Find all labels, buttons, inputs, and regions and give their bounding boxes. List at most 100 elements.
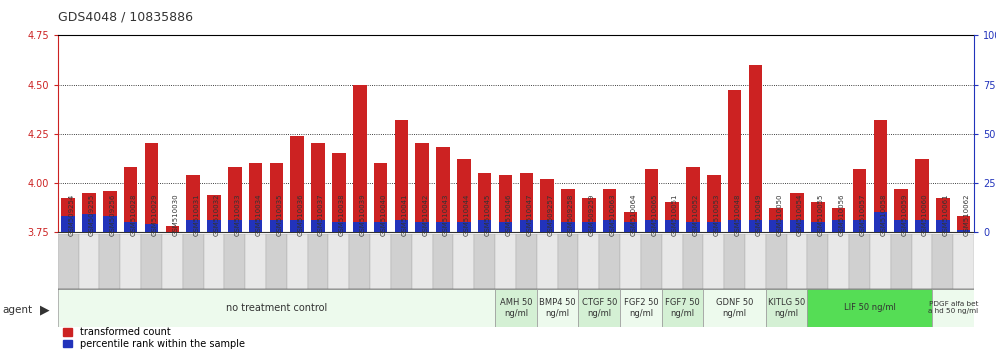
Bar [915, 220, 929, 232]
Bar [915, 159, 929, 232]
Bar [894, 189, 908, 232]
Bar [228, 167, 242, 232]
Text: PDGF alfa bet
a hd 50 ng/ml: PDGF alfa bet a hd 50 ng/ml [928, 302, 978, 314]
Text: FGF2 50
ng/ml: FGF2 50 ng/ml [623, 298, 658, 318]
Text: GSM510039: GSM510039 [360, 194, 366, 236]
Bar [957, 230, 970, 232]
Bar [749, 220, 762, 232]
Text: GSM510064: GSM510064 [630, 194, 636, 236]
Bar [665, 202, 679, 232]
Text: GSM510040: GSM510040 [380, 194, 386, 236]
Bar [770, 208, 783, 232]
Bar [832, 208, 846, 232]
Bar [661, 289, 703, 327]
Bar [621, 234, 640, 289]
Bar [661, 234, 682, 289]
Bar [457, 159, 471, 232]
Bar [103, 190, 117, 232]
Bar [353, 85, 367, 232]
Bar [829, 234, 850, 289]
Bar [371, 234, 391, 289]
Bar [144, 224, 158, 232]
Text: GSM510045: GSM510045 [485, 194, 491, 236]
Bar [603, 220, 617, 232]
Bar [332, 153, 346, 232]
Text: GSM510034: GSM510034 [256, 194, 262, 236]
Text: GSM509259: GSM509259 [589, 194, 595, 236]
Bar [890, 234, 911, 289]
Text: GSM510058: GSM510058 [880, 194, 886, 236]
Bar [495, 289, 537, 327]
Bar [103, 216, 117, 232]
Text: GSM510063: GSM510063 [610, 194, 616, 236]
Bar [394, 220, 408, 232]
Bar [623, 212, 637, 232]
Text: GSM509257: GSM509257 [547, 194, 553, 236]
Text: GSM510032: GSM510032 [214, 194, 220, 236]
Bar [374, 163, 387, 232]
Text: LIF 50 ng/ml: LIF 50 ng/ml [844, 303, 895, 313]
Bar [894, 220, 908, 232]
Bar [162, 234, 182, 289]
Bar [873, 212, 887, 232]
Bar [665, 220, 679, 232]
Bar [415, 222, 429, 232]
Text: FGF7 50
ng/ml: FGF7 50 ng/ml [665, 298, 700, 318]
Bar [499, 175, 512, 232]
Text: GSM510059: GSM510059 [901, 194, 907, 236]
Bar [520, 173, 533, 232]
Bar [766, 289, 808, 327]
Bar [165, 226, 179, 232]
Bar [203, 234, 224, 289]
Bar [850, 234, 870, 289]
Bar [270, 220, 283, 232]
Text: GSM510052: GSM510052 [693, 194, 699, 236]
Bar [478, 220, 491, 232]
Bar [495, 234, 516, 289]
Bar [207, 195, 221, 232]
Bar [811, 202, 825, 232]
Bar [853, 169, 867, 232]
Bar [603, 189, 617, 232]
Bar [561, 222, 575, 232]
Bar [911, 234, 932, 289]
Text: agent: agent [2, 305, 32, 315]
Bar [249, 163, 262, 232]
Text: GSM510035: GSM510035 [277, 194, 283, 236]
Bar [121, 234, 141, 289]
Text: GSM510036: GSM510036 [297, 194, 303, 236]
Text: GSM509254: GSM509254 [68, 194, 74, 236]
Bar [350, 234, 371, 289]
Bar [582, 199, 596, 232]
Text: GSM509255: GSM509255 [89, 194, 95, 236]
Bar [537, 289, 579, 327]
Bar [394, 120, 408, 232]
Bar [141, 234, 162, 289]
Bar [245, 234, 266, 289]
Text: GSM510053: GSM510053 [714, 194, 720, 236]
Text: GSM510054: GSM510054 [797, 194, 803, 236]
Text: KITLG 50
ng/ml: KITLG 50 ng/ml [768, 298, 806, 318]
Bar [707, 175, 720, 232]
Bar [936, 220, 949, 232]
Bar [644, 169, 658, 232]
Bar [266, 234, 287, 289]
Bar [621, 289, 661, 327]
Text: GSM510065: GSM510065 [651, 194, 657, 236]
Text: GSM510031: GSM510031 [193, 194, 199, 236]
Bar [83, 193, 96, 232]
Bar [182, 234, 203, 289]
Bar [832, 220, 846, 232]
Bar [808, 234, 829, 289]
Bar [957, 216, 970, 232]
Bar [144, 143, 158, 232]
Bar [478, 173, 491, 232]
Bar [766, 234, 787, 289]
Text: GSM510051: GSM510051 [672, 194, 678, 236]
Bar [686, 167, 700, 232]
Text: GDNF 50
ng/ml: GDNF 50 ng/ml [716, 298, 753, 318]
Text: GSM510050: GSM510050 [776, 194, 782, 236]
Text: GSM510062: GSM510062 [964, 194, 970, 236]
Bar [953, 234, 974, 289]
Bar [432, 234, 453, 289]
